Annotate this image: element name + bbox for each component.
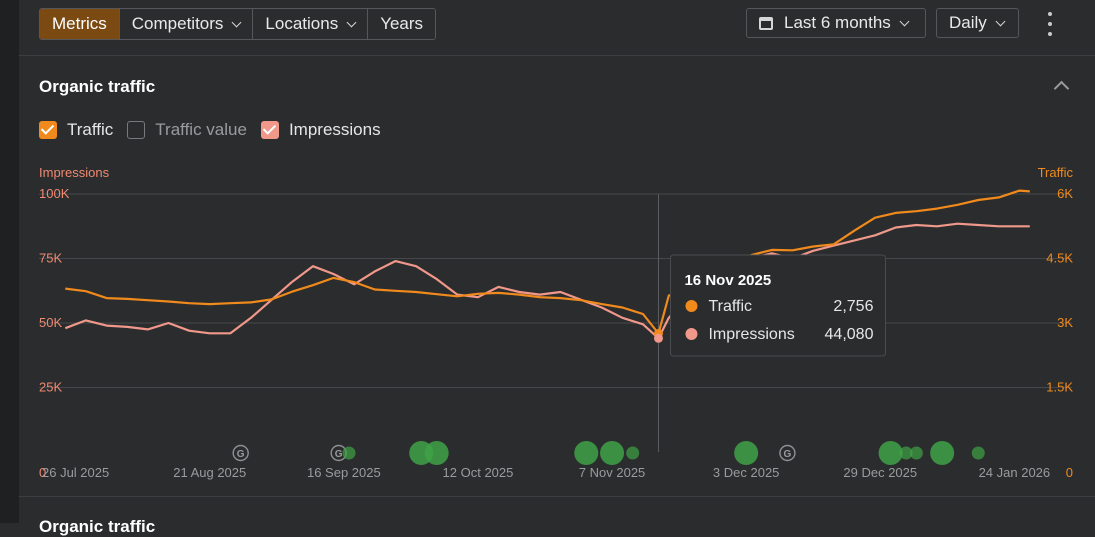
interval-dropdown[interactable]: Daily (936, 8, 1019, 38)
event-marker[interactable] (600, 441, 625, 465)
tooltip-series-label: Impressions (708, 326, 794, 343)
x-tick-label: 3 Dec 2025 (713, 465, 780, 480)
left-tick-label: 100K (39, 186, 70, 201)
right-tick-label: 6K (1057, 186, 1073, 201)
traffic-value-checkbox[interactable] (127, 121, 146, 139)
left-tick-label: 25K (39, 380, 62, 395)
tooltip-series-value: 44,080 (825, 326, 874, 343)
legend-impressions[interactable]: Impressions (260, 120, 381, 140)
chart-tooltip (669, 254, 886, 357)
right-tick-label: 0 (1066, 465, 1073, 480)
organic-traffic-chart[interactable]: Impressions Traffic 0 25K 50K 75K 100K 0 1.5K 3K 4… (0, 0, 1095, 523)
tab-locations[interactable]: Locations (253, 9, 369, 39)
event-marker[interactable] (909, 446, 923, 460)
google-update-label: G (335, 449, 343, 460)
tab-years[interactable]: Years (368, 9, 436, 39)
section-divider (19, 496, 1095, 497)
date-range-label: Last 6 months (784, 13, 891, 32)
x-tick-label: 7 Nov 2025 (579, 465, 646, 480)
event-marker[interactable] (424, 441, 449, 465)
tooltip-date: 16 Nov 2025 (684, 272, 771, 289)
traffic-series-line (65, 189, 1030, 335)
x-tick-label: 21 Aug 2025 (173, 465, 246, 480)
tab-years-label: Years (380, 14, 424, 33)
x-tick-label: 26 Jul 2025 (42, 465, 109, 480)
impressions-series-line (64, 222, 1030, 340)
event-marker[interactable] (574, 441, 599, 465)
right-tick-label: 3K (1057, 315, 1073, 330)
tab-locations-label: Locations (265, 14, 339, 33)
google-update-icon[interactable] (779, 444, 796, 462)
event-marker[interactable] (971, 446, 985, 460)
legend-traffic-value[interactable]: Traffic value (127, 120, 247, 140)
tab-competitors-label: Competitors (131, 14, 224, 33)
google-update-label: G (237, 449, 245, 460)
right-tick-label: 1.5K (1046, 380, 1073, 395)
organic-traffic-panel: Organic traffic Traffic Traffic value Im… (19, 56, 1095, 496)
metric-legend: Traffic Traffic value Impressions (39, 120, 395, 140)
tooltip-series-label: Traffic (708, 298, 752, 315)
toolbar: Metrics Competitors Locations Years Last… (19, 0, 1095, 56)
interval-label: Daily (949, 13, 987, 32)
left-strip (0, 0, 19, 523)
legend-traffic[interactable]: Traffic (39, 120, 113, 140)
x-tick-label: 24 Jan 2026 (979, 465, 1051, 480)
panel-title: Organic traffic (39, 77, 156, 96)
left-axis-title: Impressions (39, 165, 110, 180)
event-marker[interactable] (734, 441, 759, 465)
date-range-dropdown[interactable]: Last 6 months (746, 8, 926, 38)
x-tick-label: 16 Sep 2025 (307, 465, 381, 480)
impressions-checkbox[interactable] (260, 121, 279, 139)
legend-impressions-label: Impressions (288, 120, 381, 139)
next-section: Organic traffic (19, 497, 1095, 536)
event-marker[interactable] (930, 441, 955, 465)
event-marker[interactable] (899, 446, 913, 460)
legend-traffic-value-label: Traffic value (155, 120, 247, 139)
left-tick-label: 75K (39, 251, 62, 266)
traffic-checkbox[interactable] (39, 121, 57, 139)
legend-traffic-label: Traffic (67, 120, 114, 139)
event-marker[interactable] (342, 446, 356, 460)
google-update-icon[interactable] (232, 444, 249, 462)
tooltip-legend-dot (685, 328, 698, 340)
tab-competitors[interactable]: Competitors (119, 9, 254, 39)
google-update-label: G (784, 449, 792, 460)
tab-metrics[interactable]: Metrics (40, 9, 120, 39)
x-tick-label: 29 Dec 2025 (843, 465, 917, 480)
x-tick-label: 12 Oct 2025 (443, 465, 514, 480)
view-tabs: Metrics Competitors Locations Years (39, 8, 437, 40)
right-tick-label: 4.5K (1046, 251, 1073, 266)
next-section-title: Organic traffic (39, 517, 156, 536)
impressions-hover-point (653, 333, 663, 343)
calendar-icon (759, 16, 773, 30)
left-tick-label: 50K (39, 315, 62, 330)
tab-metrics-label: Metrics (52, 14, 107, 33)
kebab-menu-icon[interactable] (1044, 12, 1056, 36)
tooltip-series-value: 2,756 (833, 298, 873, 315)
left-tick-label: 0 (39, 465, 46, 480)
event-marker[interactable] (626, 446, 640, 460)
event-marker[interactable] (878, 441, 903, 465)
right-axis-title: Traffic (1038, 165, 1074, 180)
tooltip-legend-dot (685, 300, 698, 312)
